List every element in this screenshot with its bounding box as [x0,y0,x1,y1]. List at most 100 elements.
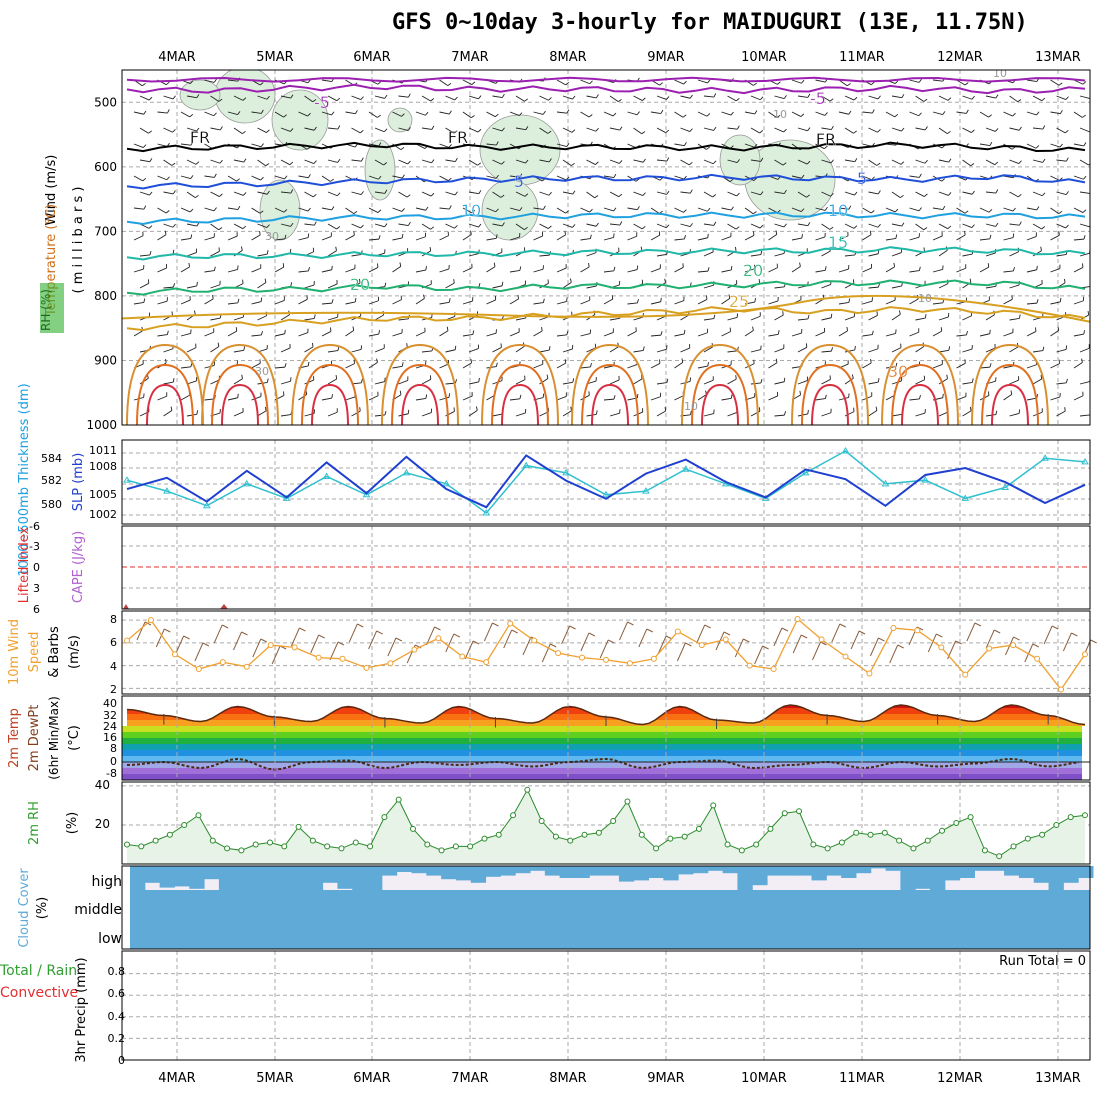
wind-barb [398,127,409,132]
wind-barb-flag [190,234,193,239]
wind-barb-flag [243,346,246,351]
wind-barb [744,235,755,241]
precip-tick: 0.6 [108,987,126,1000]
wind-barb-flag [190,141,194,146]
wind-barb [374,314,384,321]
rh-point [924,837,931,844]
rh-point [667,835,674,842]
wind-barb [374,159,384,166]
wind-barb-flag [613,207,617,212]
wind-barb-flag [408,93,411,98]
wind-barb-flag [971,129,975,133]
wind-barb [180,266,190,273]
wind-barb-flag [707,233,709,238]
wind-barb-10m-flag [492,622,499,627]
precip-tick: 0 [118,1054,125,1067]
wind-barb-flag [500,194,505,198]
wind-barb-10m-flag [955,640,962,645]
wind-barb [1003,207,1014,212]
rh-contour [179,79,221,111]
wind-barb [1079,252,1090,257]
wind-barb [186,127,197,132]
wind-speed-point [794,615,801,622]
wind-barb-flag [971,190,975,195]
wind-barb [539,378,549,385]
wind-barb-flag [259,210,264,214]
wind-barb [962,348,973,353]
wind-barb-flag [471,209,476,214]
wind-barb-flag [851,374,854,379]
wind-barb [392,111,402,117]
wind-barb [650,396,661,401]
wind-barb-flag [564,359,567,364]
slp-marker [123,476,131,483]
wind-tick: 4 [110,660,117,673]
wind-barb [486,207,496,213]
wind-barb [374,223,385,228]
wind-barb [674,395,684,401]
wind-barb-flag [1018,314,1021,319]
wind-barb-flag [964,230,966,236]
chart-title: GFS 0~10day 3-hourly for MAIDUGURI (13E,… [392,10,1028,35]
wind-barb [392,207,403,212]
wind-barb-flag [895,80,899,84]
wind-barb [985,159,996,166]
wind-barb [509,398,520,401]
slp-marker [562,468,570,476]
wind-barb-flag [167,109,170,114]
wind-barb-flag [947,130,951,134]
wind-barb-flag [331,265,333,270]
wind-barb-flag [148,225,153,229]
wind-barb-flag [854,158,858,162]
wind-barb-flag [407,221,411,226]
wind-barb [956,79,966,86]
wind-barb [210,159,221,164]
wind-barb [186,252,197,257]
wind-barb [721,298,731,305]
warm-loop [881,343,959,425]
cloud-level-label: low [98,931,122,947]
wind-barb-flag [642,158,646,163]
temp-band [122,726,1082,732]
wind-barb-10m-flag [434,626,441,631]
wind-barb [374,347,385,353]
rh-point [152,837,159,844]
wind-barb [280,414,291,417]
cloud-high-bar [322,866,338,883]
temp-band-upper [127,705,1085,708]
wind-barb [1026,397,1037,401]
wind-barb [774,191,785,195]
cloud-high-bar [781,866,798,876]
wind-barb [556,334,567,337]
wind-barb-flag [666,378,669,383]
wind-speed-point [483,659,490,666]
rh-point [738,847,745,854]
wind-barb [768,267,778,273]
wind-barb-flag [619,221,623,226]
wind-barb [133,175,143,182]
wind-barb-flag [1042,125,1046,130]
temp-band [122,732,1082,738]
wind-barb [768,234,778,241]
wind-barb [627,269,638,273]
wind-barb [868,286,879,289]
wind-barb-flag [1041,97,1046,102]
warm-loop [581,363,639,425]
wind-barb-flag [307,233,310,238]
cloud-high-bar [633,866,650,881]
wind-speed-point [938,644,945,651]
cloud-high-bar [989,866,1005,871]
wind-barb [345,268,356,273]
wind-barb [492,95,503,99]
slp-tick: 1005 [89,488,117,501]
wind-barb [938,378,948,385]
wind-barb [274,299,285,305]
wind-barb [251,396,262,401]
wind-barb [885,237,896,241]
wind-barb [210,95,220,102]
wind-barb [586,252,597,257]
wind-barb [439,79,449,86]
wind-barb-flag [219,159,223,164]
wind-barb [257,315,267,321]
wind-barb-10m-flag [704,624,711,629]
